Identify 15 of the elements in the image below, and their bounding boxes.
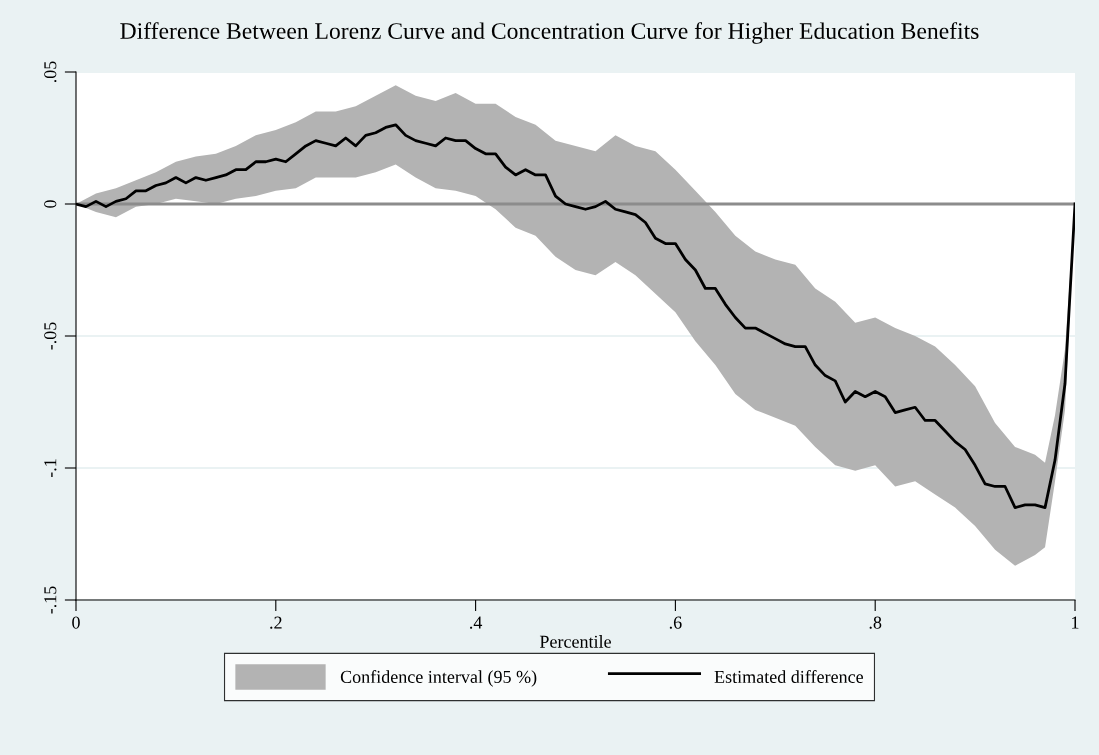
x-tick-label: .8 xyxy=(869,616,882,629)
x-tick-label: 0 xyxy=(72,616,80,629)
x-tick-label: .4 xyxy=(470,616,483,629)
y-tick-label: -.05 xyxy=(44,322,57,350)
y-tick-label: -.15 xyxy=(44,586,57,614)
x-axis-title: Percentile xyxy=(539,635,611,648)
y-tick-label: .05 xyxy=(44,61,57,83)
legend-label: Confidence interval (95 %) xyxy=(340,670,537,687)
legend-label: Estimated difference xyxy=(714,670,864,683)
x-tick-label: 1 xyxy=(1072,616,1079,629)
x-tick-label: .2 xyxy=(270,616,282,629)
y-tick-label: 0 xyxy=(44,200,57,208)
y-tick-label: -.1 xyxy=(44,459,57,478)
chart-title: Difference Between Lorenz Curve and Concentration Curve for Higher Education Benefits xyxy=(120,22,979,44)
x-tick-label: .6 xyxy=(669,616,682,629)
